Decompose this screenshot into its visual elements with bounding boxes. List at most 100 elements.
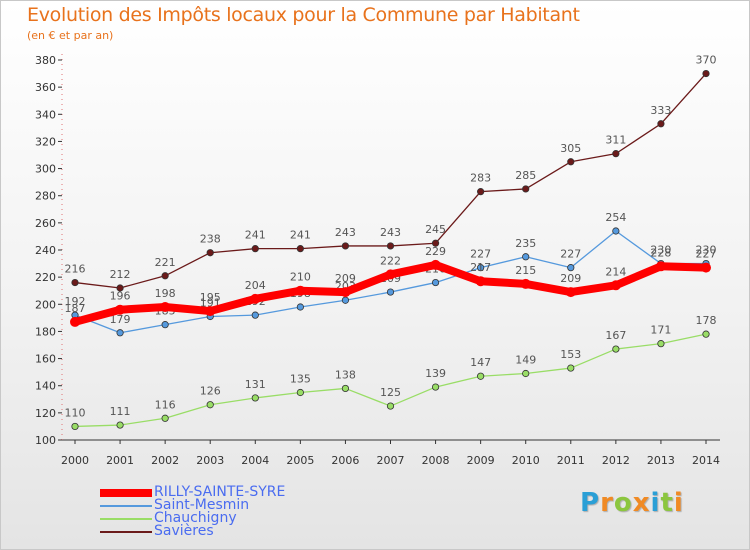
data-label: 111: [110, 405, 131, 418]
legend-label: Saint-Mesmin: [154, 497, 250, 513]
data-point: [430, 259, 441, 270]
data-label: 245: [425, 223, 446, 236]
data-label: 230: [696, 244, 717, 257]
logo-letter: P: [580, 488, 601, 518]
data-point: [116, 421, 124, 429]
data-point: [116, 284, 124, 292]
data-label: 229: [425, 245, 446, 258]
data-label: 209: [560, 272, 581, 285]
data-point: [655, 261, 666, 272]
legend-swatch: [100, 505, 152, 507]
legend-label: RILLY-SAINTE-SYRE: [154, 484, 286, 500]
x-tick-label: 2013: [647, 454, 675, 467]
data-label: 212: [110, 268, 131, 281]
y-tick-label: 360: [35, 81, 56, 94]
logo-letter: o: [613, 488, 633, 518]
data-label: 171: [650, 324, 671, 337]
logo-letter: r: [600, 488, 614, 518]
data-label: 149: [515, 354, 536, 367]
data-label: 333: [650, 104, 671, 117]
data-label: 138: [335, 368, 356, 381]
data-point: [251, 311, 259, 319]
y-tick-label: 240: [35, 244, 56, 257]
data-point: [115, 304, 126, 315]
data-label: 126: [200, 385, 221, 398]
legend-swatch: [100, 531, 152, 533]
data-label: 167: [605, 329, 626, 342]
data-point: [475, 276, 486, 287]
data-label: 125: [380, 386, 401, 399]
data-point: [477, 188, 485, 196]
data-point: [657, 340, 665, 348]
data-label: 283: [470, 172, 491, 185]
y-tick-label: 120: [35, 407, 56, 420]
data-point: [567, 158, 575, 166]
data-label: 178: [696, 314, 717, 327]
x-tick-label: 2011: [557, 454, 585, 467]
data-label: 285: [515, 169, 536, 182]
data-label: 227: [560, 248, 581, 261]
data-point: [386, 288, 395, 296]
data-point: [701, 262, 711, 273]
data-label: 243: [380, 226, 401, 239]
data-point: [386, 242, 395, 250]
data-label: 228: [650, 246, 671, 259]
data-point: [612, 345, 620, 353]
data-point: [702, 69, 710, 78]
y-tick-label: 180: [35, 325, 56, 338]
x-tick-label: 2007: [377, 454, 405, 467]
y-tick-label: 320: [35, 135, 56, 148]
data-point: [71, 422, 79, 431]
legend-label: Savières: [154, 523, 214, 539]
data-point: [612, 150, 620, 158]
y-tick-label: 100: [35, 434, 56, 447]
data-point: [567, 364, 575, 372]
x-tick-label: 2004: [241, 454, 269, 467]
data-point: [385, 269, 396, 280]
data-point: [477, 264, 485, 272]
data-label: 230: [650, 244, 671, 257]
y-tick-label: 140: [35, 380, 56, 393]
chart-subtitle: (en € et par an): [27, 29, 114, 42]
data-label: 204: [245, 279, 266, 292]
data-point: [161, 272, 169, 280]
data-point: [341, 242, 350, 250]
data-point: [522, 253, 530, 261]
data-label: 196: [110, 290, 131, 303]
x-tick-label: 2000: [61, 454, 89, 467]
data-point: [431, 278, 440, 287]
data-point: [71, 278, 79, 287]
data-label: 216: [65, 263, 86, 276]
data-point: [251, 394, 259, 402]
logo-letter: x: [632, 488, 651, 518]
data-point: [161, 321, 169, 329]
data-label: 254: [605, 211, 626, 224]
data-point: [205, 306, 216, 317]
data-point: [477, 372, 485, 380]
data-point: [657, 120, 665, 128]
data-label: 217: [470, 261, 491, 274]
data-point: [386, 402, 395, 410]
y-tick-label: 260: [35, 217, 56, 230]
data-point: [567, 264, 575, 272]
data-point: [431, 239, 440, 247]
logo-letter: t: [660, 488, 674, 518]
data-point: [612, 227, 620, 235]
data-point: [70, 316, 80, 327]
x-tick-label: 2014: [692, 454, 720, 467]
y-tick-label: 280: [35, 190, 56, 203]
logo-letter: i: [650, 488, 661, 518]
data-label: 238: [200, 233, 221, 246]
x-tick-label: 2002: [151, 454, 179, 467]
data-point: [341, 296, 350, 304]
data-point: [522, 369, 530, 378]
y-tick-label: 160: [35, 353, 56, 366]
legend-swatch: [100, 489, 152, 497]
data-point: [161, 414, 169, 422]
data-label: 153: [560, 348, 581, 361]
data-label: 305: [560, 142, 581, 155]
data-label: 214: [605, 265, 626, 278]
data-point: [341, 384, 350, 393]
